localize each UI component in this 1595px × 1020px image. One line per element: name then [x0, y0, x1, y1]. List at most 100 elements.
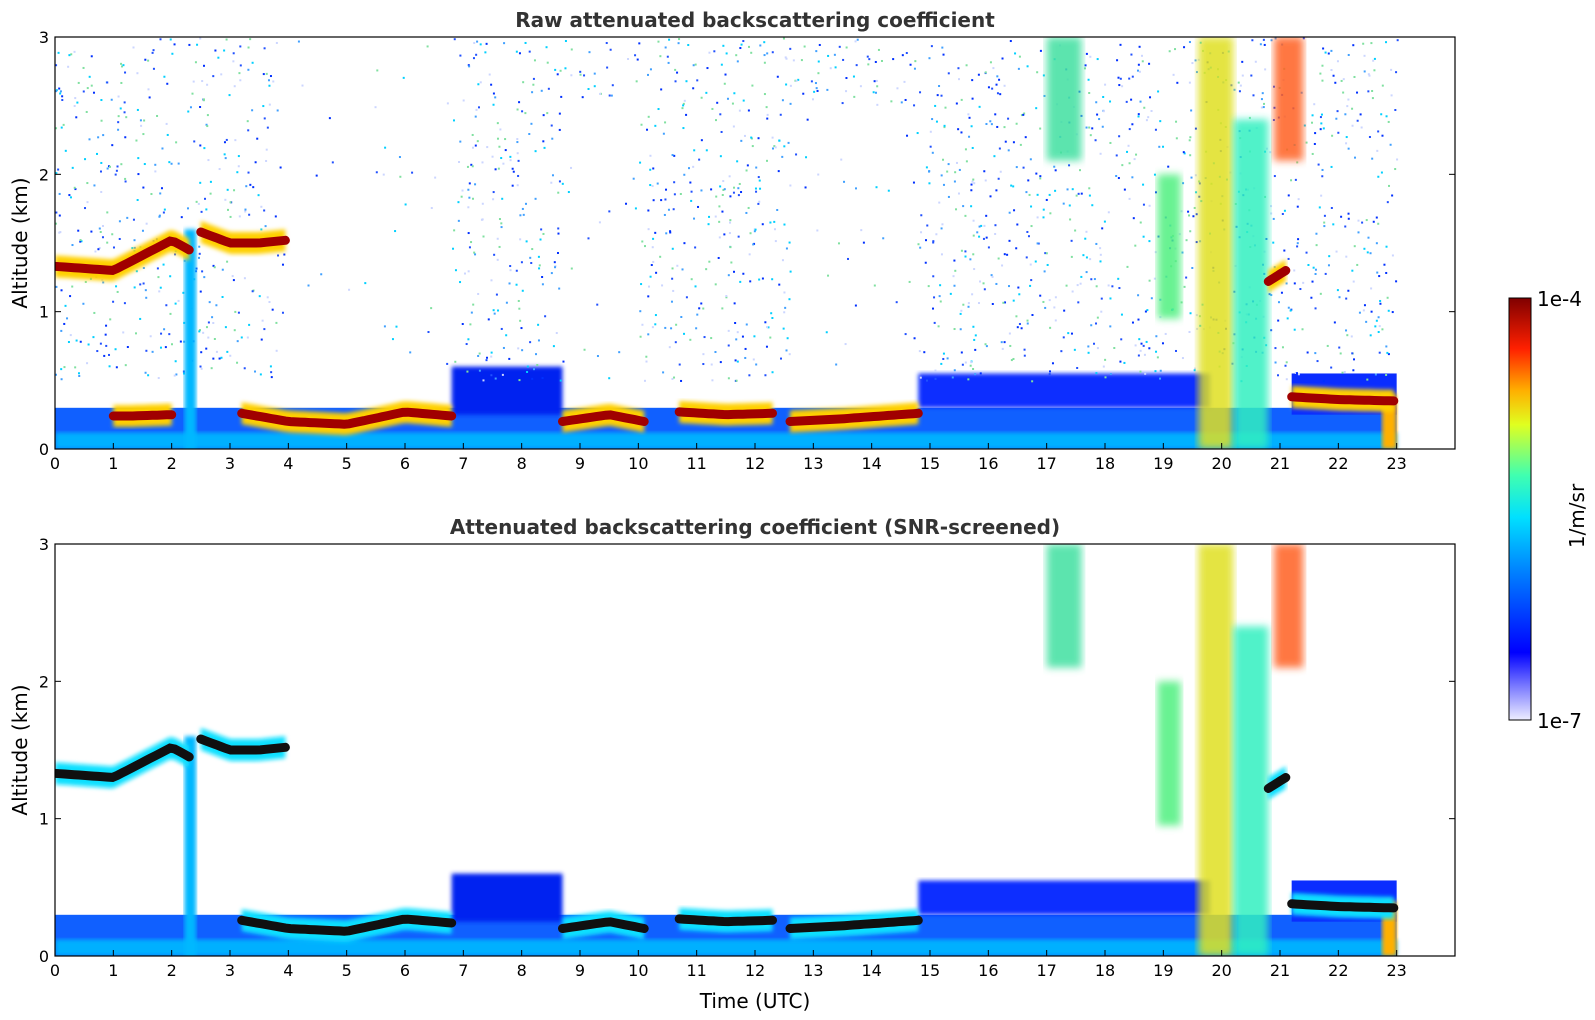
x-tick-label: 21 [1270, 454, 1290, 473]
y-axis-label: Altitude (km) [8, 684, 32, 815]
x-tick-label: 7 [458, 961, 468, 980]
precipitation-feature [184, 229, 197, 449]
x-tick-label: 19 [1153, 454, 1173, 473]
cloud-layer [237, 914, 457, 936]
x-tick-label: 17 [1036, 454, 1056, 473]
x-tick-label: 5 [342, 961, 352, 980]
x-tick-label: 23 [1386, 961, 1406, 980]
precipitation-feature [1046, 37, 1082, 161]
y-ticks: 0 1 2 3 [39, 535, 1455, 966]
x-tick-label: 4 [283, 961, 293, 980]
x-tick-label: 12 [745, 961, 765, 980]
aerosol-layer [918, 880, 1210, 915]
x-tick-label: 8 [517, 454, 527, 473]
x-tick-label: 9 [575, 454, 585, 473]
precipitation-feature [184, 736, 197, 956]
x-axis-label: Time (UTC) [699, 989, 811, 1013]
x-tick-label: 20 [1211, 961, 1231, 980]
y-tick-label: 3 [39, 535, 49, 554]
cloud-layer [1287, 392, 1399, 406]
x-tick-label: 17 [1036, 961, 1056, 980]
panel-title: Raw attenuated backscattering coefficien… [515, 8, 995, 32]
x-tick-label: 0 [50, 961, 60, 980]
panel-snr: Attenuated backscattering coefficient (S… [8, 515, 1456, 1013]
panel-raw: Raw attenuated backscattering coefficien… [8, 8, 1456, 473]
x-ticks: 0 1 2 3 4 5 6 7 8 9 10 11 12 13 14 15 16 17 18 19 20 21 22 23 [50, 443, 1407, 473]
colorbar-min-label: 1e-7 [1537, 709, 1582, 733]
cloud-layer [196, 734, 290, 755]
surface-layer [55, 432, 1397, 449]
heatmap-snr [55, 544, 1399, 956]
cloud-layer [1263, 773, 1291, 793]
precipitation-feature [1274, 37, 1304, 161]
x-tick-label: 19 [1153, 961, 1173, 980]
precipitation-feature [1233, 119, 1269, 449]
x-tick-label: 22 [1328, 454, 1348, 473]
x-tick-label: 11 [686, 961, 706, 980]
x-tick-label: 18 [1095, 454, 1115, 473]
precipitation-feature [1198, 544, 1234, 956]
x-tick-label: 21 [1270, 961, 1290, 980]
colorbar-max-label: 1e-4 [1537, 287, 1582, 311]
x-tick-label: 13 [803, 454, 823, 473]
cloud-layer [558, 917, 649, 933]
x-tick-label: 20 [1211, 454, 1231, 473]
x-tick-label: 8 [517, 961, 527, 980]
x-tick-label: 23 [1386, 454, 1406, 473]
noise-speckle [55, 37, 1399, 383]
x-tick-label: 5 [342, 454, 352, 473]
x-tick-label: 14 [861, 454, 881, 473]
x-tick-label: 15 [920, 454, 940, 473]
x-tick-label: 9 [575, 961, 585, 980]
x-tick-label: 14 [861, 961, 881, 980]
cloud-layer [558, 410, 649, 426]
cloud-layer [108, 410, 177, 421]
x-tick-label: 7 [458, 454, 468, 473]
x-tick-label: 0 [50, 454, 60, 473]
x-tick-label: 4 [283, 454, 293, 473]
precipitation-feature [1046, 544, 1082, 668]
cloud-layer [237, 407, 457, 429]
x-tick-label: 2 [167, 454, 177, 473]
precipitation-feature [1157, 681, 1181, 826]
x-tick-label: 11 [686, 454, 706, 473]
colorbar: 1e-4 1e-7 1/m/sr [1508, 287, 1589, 733]
cloud-layer [674, 407, 777, 420]
x-tick-label: 3 [225, 454, 235, 473]
x-tick-label: 6 [400, 961, 410, 980]
x-tick-label: 1 [108, 961, 118, 980]
x-tick-label: 6 [400, 454, 410, 473]
precipitation-feature [1274, 544, 1304, 668]
precipitation-feature [1157, 174, 1181, 319]
heatmap-raw [55, 37, 1399, 449]
aerosol-layer [451, 873, 563, 922]
y-tick-label: 0 [39, 440, 49, 459]
precipitation-feature [1198, 37, 1234, 449]
x-tick-label: 2 [167, 961, 177, 980]
aerosol-layer [451, 366, 563, 415]
cloud-layer [785, 408, 923, 426]
x-tick-label: 10 [628, 961, 648, 980]
aerosol-layer [918, 373, 1210, 408]
x-tick-label: 15 [920, 961, 940, 980]
cloud-layer [785, 915, 923, 933]
y-tick-label: 2 [39, 165, 49, 184]
cloud-layer [1287, 899, 1399, 913]
cloud-layer [55, 743, 194, 782]
x-tick-label: 12 [745, 454, 765, 473]
x-tick-label: 3 [225, 961, 235, 980]
surface-layer [55, 939, 1397, 956]
x-tick-label: 16 [978, 961, 998, 980]
x-tick-label: 1 [108, 454, 118, 473]
precipitation-feature [1233, 626, 1269, 956]
colorbar-unit-label: 1/m/sr [1565, 483, 1589, 548]
x-tick-label: 10 [628, 454, 648, 473]
cloud-layer [674, 914, 777, 927]
cloud-layer [1263, 266, 1291, 286]
y-ticks: 0 1 2 3 [39, 28, 1455, 459]
x-tick-label: 16 [978, 454, 998, 473]
y-tick-label: 0 [39, 947, 49, 966]
x-tick-label: 22 [1328, 961, 1348, 980]
cloud-layer [196, 227, 290, 248]
